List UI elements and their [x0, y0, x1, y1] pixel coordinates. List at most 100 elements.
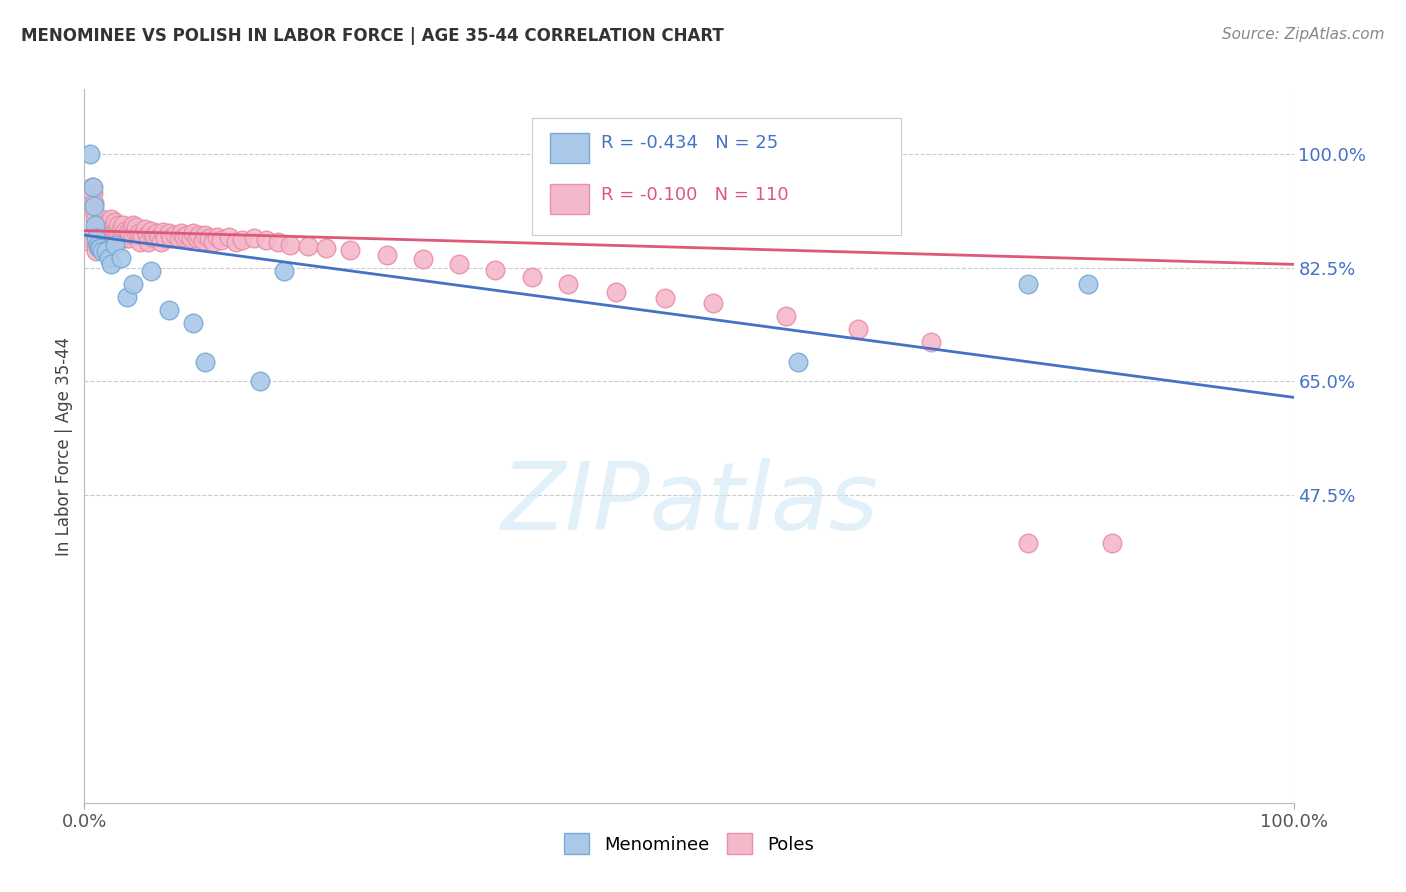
- Point: [83, 205, 105, 219]
- Point: [104, 231, 127, 245]
- Point: [121, 277, 143, 291]
- Point: [120, 226, 142, 240]
- Point: [105, 225, 128, 239]
- Text: MENOMINEE VS POLISH IN LABOR FORCE | AGE 35-44 CORRELATION CHART: MENOMINEE VS POLISH IN LABOR FORCE | AGE…: [21, 27, 724, 45]
- Point: [152, 225, 174, 239]
- FancyBboxPatch shape: [531, 118, 901, 235]
- Point: [114, 224, 136, 238]
- Point: [702, 296, 724, 310]
- Point: [139, 224, 162, 238]
- Point: [94, 219, 117, 233]
- Point: [148, 230, 170, 244]
- Point: [98, 228, 121, 243]
- Point: [449, 257, 471, 271]
- Point: [136, 228, 159, 243]
- Point: [94, 235, 117, 249]
- Point: [134, 221, 156, 235]
- Point: [125, 219, 148, 234]
- Point: [84, 225, 107, 239]
- Point: [1101, 536, 1123, 550]
- FancyBboxPatch shape: [550, 184, 589, 214]
- Point: [254, 233, 277, 247]
- Y-axis label: In Labor Force | Age 35-44: In Labor Force | Age 35-44: [55, 336, 73, 556]
- Point: [86, 244, 108, 259]
- Point: [207, 230, 229, 244]
- Point: [121, 228, 143, 243]
- Point: [242, 231, 264, 245]
- Point: [83, 195, 105, 210]
- Point: [100, 257, 122, 271]
- Legend: Menominee, Poles: Menominee, Poles: [557, 826, 821, 862]
- Point: [84, 211, 107, 226]
- Text: R = -0.100   N = 110: R = -0.100 N = 110: [600, 186, 789, 203]
- Point: [201, 235, 224, 249]
- Point: [110, 251, 132, 265]
- Point: [209, 233, 232, 247]
- Point: [146, 226, 169, 240]
- Point: [339, 243, 361, 257]
- Point: [218, 230, 240, 244]
- Point: [104, 225, 127, 239]
- Point: [1017, 277, 1039, 291]
- Point: [83, 199, 105, 213]
- Point: [80, 179, 103, 194]
- Point: [89, 221, 111, 235]
- Point: [91, 211, 114, 226]
- Point: [155, 231, 177, 245]
- Point: [107, 219, 129, 233]
- Point: [104, 238, 127, 252]
- FancyBboxPatch shape: [550, 133, 589, 162]
- Point: [188, 228, 211, 243]
- Point: [139, 264, 162, 278]
- Point: [86, 238, 108, 252]
- Point: [117, 225, 139, 239]
- Point: [249, 374, 271, 388]
- Point: [920, 335, 942, 350]
- Point: [520, 270, 543, 285]
- Point: [149, 235, 172, 249]
- Point: [100, 221, 122, 235]
- Point: [131, 228, 153, 243]
- Point: [82, 179, 104, 194]
- Point: [163, 228, 186, 243]
- Point: [91, 244, 114, 259]
- Text: Source: ZipAtlas.com: Source: ZipAtlas.com: [1222, 27, 1385, 42]
- Point: [94, 244, 117, 259]
- Point: [87, 228, 110, 243]
- Point: [267, 235, 290, 249]
- Point: [86, 235, 108, 249]
- Point: [142, 231, 165, 245]
- Point: [90, 215, 112, 229]
- Point: [112, 228, 135, 243]
- Point: [273, 264, 295, 278]
- Point: [484, 262, 506, 277]
- Point: [97, 221, 120, 235]
- Point: [104, 215, 127, 229]
- Point: [89, 231, 111, 245]
- Point: [412, 252, 434, 267]
- Point: [1017, 536, 1039, 550]
- Point: [87, 219, 110, 233]
- Point: [103, 225, 125, 239]
- Point: [157, 302, 180, 317]
- Point: [93, 238, 115, 252]
- Point: [124, 224, 146, 238]
- Point: [225, 235, 247, 249]
- Point: [191, 233, 214, 247]
- Point: [97, 251, 120, 265]
- Point: [654, 291, 676, 305]
- Point: [91, 219, 114, 233]
- Point: [86, 231, 108, 245]
- Point: [181, 316, 204, 330]
- Point: [128, 226, 150, 240]
- Point: [100, 211, 122, 226]
- Point: [89, 241, 111, 255]
- Point: [79, 147, 101, 161]
- Point: [160, 231, 183, 245]
- Point: [786, 354, 808, 368]
- Point: [79, 235, 101, 249]
- Point: [86, 225, 108, 239]
- Point: [186, 231, 208, 245]
- Point: [97, 215, 120, 229]
- Point: [91, 228, 114, 243]
